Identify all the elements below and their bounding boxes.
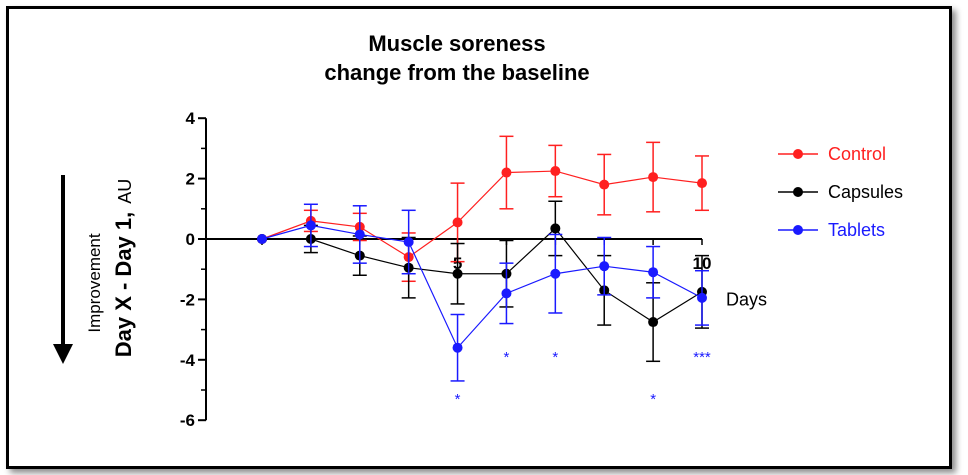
data-point [648,317,659,328]
data-point [501,167,512,178]
data-point [452,268,463,279]
data-point [599,179,610,190]
improvement-arrow-icon [53,175,73,364]
y-tick-label: 0 [186,230,195,249]
data-point [257,234,267,244]
legend-marker [793,149,803,159]
data-point [697,178,707,189]
data-point [550,166,561,177]
legend-marker [793,225,803,235]
series-capsules [257,200,709,363]
legend-item-control: Control [778,144,886,164]
significance-marker: *** [693,349,711,366]
y-tick-label: 2 [186,170,195,189]
legend-label: Control [828,144,886,164]
series-tablets [257,203,709,382]
legend-item-capsules: Capsules [778,182,903,202]
y-axis-label-improvement: Improvement [85,233,104,332]
data-point [648,172,659,183]
y-axis-label-main: Day X - Day 1, [111,212,136,358]
significance-marker: * [552,349,558,366]
significance-marker: * [504,349,510,366]
y-tick-label: 4 [186,109,196,128]
y-tick-label: -2 [180,290,195,309]
data-point [305,220,316,231]
data-point [599,261,610,272]
data-point [697,292,707,303]
series-line [262,227,703,323]
data-point [354,229,365,240]
series-line [261,170,703,258]
axes: 420-2-4-6510Days [180,109,767,430]
x-axis-label: Days [726,289,767,309]
significance-marker: * [455,391,461,408]
y-axis-label-unit: AU [115,179,135,204]
legend-marker [793,187,803,197]
chart-title-line2: change from the baseline [324,60,589,85]
data-point [550,268,561,279]
data-point [550,223,561,234]
chart-frame [6,6,952,469]
data-point [403,237,414,248]
legend-item-tablets: Tablets [778,220,885,240]
legend-label: Capsules [828,182,903,202]
significance-marker: * [650,391,656,408]
legend-label: Tablets [828,220,885,240]
data-point [501,288,512,299]
chart-title-line1: Muscle soreness [368,31,545,56]
data-point [452,217,463,228]
y-tick-label: -6 [180,411,195,430]
plot-area: ** ***** [257,135,711,408]
series-line [261,224,703,349]
data-point [452,342,463,353]
series-control [257,135,709,283]
legend: Control Capsules Tablets [778,144,903,240]
data-point [648,267,659,278]
y-axis-label: Day X - Day 1, AU [111,179,136,358]
y-tick-label: -4 [180,351,196,370]
